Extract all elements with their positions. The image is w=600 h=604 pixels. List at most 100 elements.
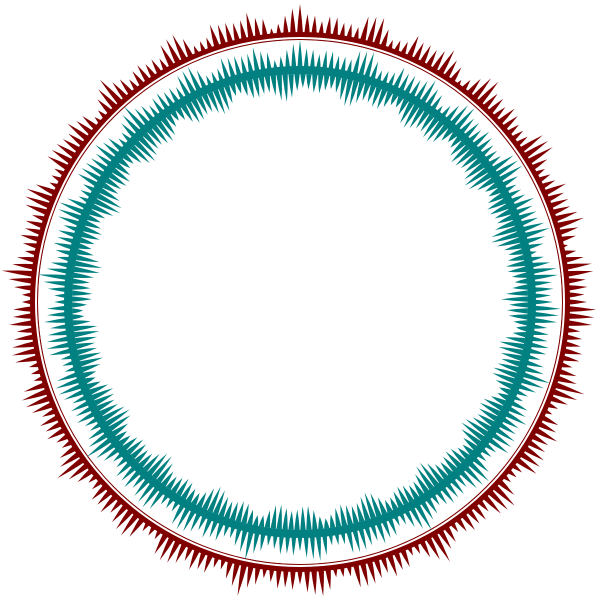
outer-ring-spike (540, 192, 564, 205)
outer-ring-spike (559, 332, 583, 340)
inner-ring-spike (471, 447, 487, 462)
inner-ring-inward-spike (138, 453, 153, 468)
inner-ring-inward-spike (186, 101, 200, 124)
inner-ring-inward-spike (432, 124, 448, 143)
inner-ring-inward-spike (191, 98, 205, 120)
inner-ring-inward-spike (324, 75, 330, 91)
inner-ring-spike (67, 198, 93, 212)
outer-ring-spike (445, 67, 462, 89)
inner-ring-inward-spike (72, 320, 91, 326)
inner-ring-inward-spike (385, 499, 393, 513)
outer-ring-spike (22, 243, 45, 251)
inner-ring-inward-spike (465, 419, 488, 436)
inner-ring-inward-spike (126, 149, 142, 163)
outer-ring-spike (159, 530, 178, 561)
outer-ring-spike (132, 71, 149, 93)
inner-ring-spike (436, 105, 451, 123)
inner-ring-spike (86, 433, 118, 458)
inner-ring-spike (504, 397, 528, 411)
inner-ring-inward-spike (501, 296, 529, 302)
outer-ring-spike (26, 188, 60, 205)
inner-ring-inward-spike (318, 74, 324, 94)
inner-ring-inward-spike (202, 488, 215, 511)
inner-ring-spike (64, 363, 83, 372)
outer-ring-spike (558, 339, 581, 347)
inner-ring-inward-spike (288, 74, 294, 98)
inner-ring-inward-spike (258, 76, 265, 95)
inner-ring-inward-spike (495, 380, 513, 389)
outer-ring-spike (25, 392, 57, 408)
inner-ring-spike (519, 358, 544, 368)
inner-ring-spike (513, 217, 539, 229)
outer-ring-spike (197, 545, 210, 570)
inner-ring-spike (95, 153, 118, 171)
inner-ring-inward-spike (99, 188, 120, 201)
outer-ring-spike (560, 319, 593, 326)
inner-ring-spike (116, 452, 133, 468)
inner-ring-inward-spike (362, 83, 371, 101)
inner-ring-spike (245, 524, 256, 561)
inner-ring-inward-spike (464, 158, 481, 173)
inner-ring-inward-spike (147, 128, 163, 145)
inner-ring-spike (190, 506, 205, 532)
inner-ring-spike (88, 423, 111, 440)
inner-ring-spike (108, 138, 129, 157)
inner-ring-spike (486, 428, 512, 448)
inner-ring-inward-spike (499, 341, 525, 350)
outer-ring-spike (384, 547, 398, 577)
inner-ring-inward-spike (122, 154, 134, 164)
inner-ring-inward-spike (427, 463, 444, 483)
outer-ring-spike (497, 116, 518, 135)
inner-ring-inward-spike (119, 435, 131, 446)
inner-ring-spike (517, 228, 550, 241)
inner-ring-spike (279, 56, 286, 75)
inner-ring-inward-spike (504, 243, 522, 251)
outer-ring-spike (21, 291, 39, 299)
outer-ring-spike (357, 16, 369, 49)
inner-ring-inward-spike (147, 453, 168, 476)
outer-ring-spike (111, 499, 133, 523)
inner-ring-inward-spike (450, 140, 466, 156)
outer-ring-spike (397, 41, 408, 62)
outer-ring-spike (209, 24, 223, 54)
inner-ring-spike (515, 369, 550, 384)
inner-ring-inward-spike (491, 231, 519, 243)
inner-ring-spike (373, 515, 386, 544)
outer-ring-spike (351, 557, 361, 588)
outer-ring-spike (428, 50, 445, 77)
outer-ring-spike (47, 156, 75, 174)
inner-ring-inward-spike (441, 128, 453, 141)
outer-ring-spike (47, 424, 72, 440)
inner-ring-spike (441, 477, 459, 498)
outer-ring-spike (151, 59, 167, 81)
inner-ring-spike (47, 328, 75, 336)
outer-ring-spike (535, 411, 559, 426)
inner-ring-spike (489, 423, 515, 442)
inner-ring-spike (266, 52, 274, 77)
inner-ring-spike (175, 87, 189, 107)
outer-ring-spike (269, 562, 277, 583)
inner-ring-inward-spike (196, 492, 207, 508)
outer-ring-spike (232, 22, 243, 49)
outer-ring-spike (206, 37, 216, 57)
inner-ring-spike (338, 525, 346, 545)
outer-ring-spike (555, 353, 580, 362)
outer-ring-spike (59, 447, 87, 467)
inner-ring-inward-spike (513, 320, 528, 326)
inner-ring-spike (332, 55, 340, 78)
inner-ring-spike (373, 70, 383, 89)
inner-ring-spike (80, 190, 99, 202)
outer-ring-spike (561, 284, 588, 292)
inner-ring-inward-spike (450, 136, 462, 148)
outer-ring-spike (21, 386, 55, 401)
inner-ring-spike (467, 131, 490, 152)
inner-ring-spike (501, 402, 526, 417)
inner-ring-spike (526, 274, 559, 282)
inner-ring-spike (81, 168, 108, 186)
outer-ring-spike (561, 312, 595, 320)
inner-ring-spike (486, 155, 514, 176)
inner-ring-inward-spike (74, 336, 98, 344)
outer-ring-spike (289, 563, 297, 591)
outer-ring-spike (8, 278, 40, 285)
inner-ring-spike (121, 123, 141, 143)
